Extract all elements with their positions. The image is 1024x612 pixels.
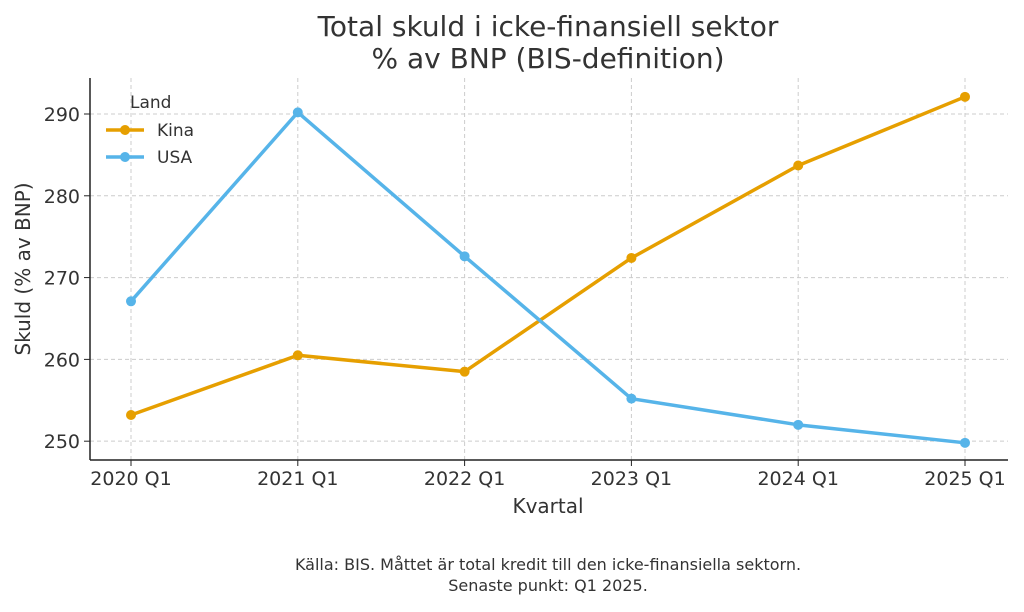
ticks: 2020 Q1 2021 Q1 2022 Q1 2023 Q1 2024 Q1 2025 … [44,104,1006,490]
data-point-kina [459,366,470,377]
footnote-line1: Källa: BIS. Måttet är total kredit till … [295,555,801,574]
x-axis-label: Kvartal [512,494,583,518]
y-tick-label: 260 [44,349,80,371]
chart-title-line1: Total skuld i icke-finansiell sektor [317,10,779,43]
data-point-kina [626,252,637,263]
data-point-kina [793,160,804,171]
x-tick-label: 2022 Q1 [424,468,505,490]
y-tick-label: 290 [44,104,80,126]
data-point-usa [626,393,637,404]
y-tick-label: 270 [44,268,80,290]
x-tick-label: 2023 Q1 [591,468,672,490]
y-tick-label: 250 [44,431,80,453]
y-axis-label: Skuld (% av BNP) [11,182,35,355]
legend-marker-kina [120,125,130,135]
data-point-usa [960,437,970,448]
footnote-line2: Senaste punkt: Q1 2025. [448,576,648,595]
data-point-kina [126,410,136,421]
series [126,91,970,448]
chart-title-line2: % av BNP (BIS-definition) [371,42,724,75]
series-line-kina [130,95,966,417]
x-tick-label: 2025 Q1 [924,468,1005,490]
data-point-usa [126,296,136,307]
legend-title: Land [130,93,171,113]
legend: Land Kina USA [106,93,194,168]
legend-label-usa: USA [157,148,193,168]
legend-marker-usa [120,152,130,162]
grid [90,78,1008,460]
legend-label-kina: Kina [157,121,194,141]
data-point-kina [960,91,970,102]
axes [89,78,1008,461]
series-line-usa [129,110,966,445]
data-point-usa [459,251,470,262]
data-point-usa [292,107,303,118]
x-tick-label: 2024 Q1 [757,468,838,490]
y-tick-label: 280 [44,186,80,208]
data-point-kina [292,350,303,361]
x-tick-label: 2021 Q1 [257,468,338,490]
data-point-usa [793,419,804,430]
x-tick-label: 2020 Q1 [90,468,171,490]
